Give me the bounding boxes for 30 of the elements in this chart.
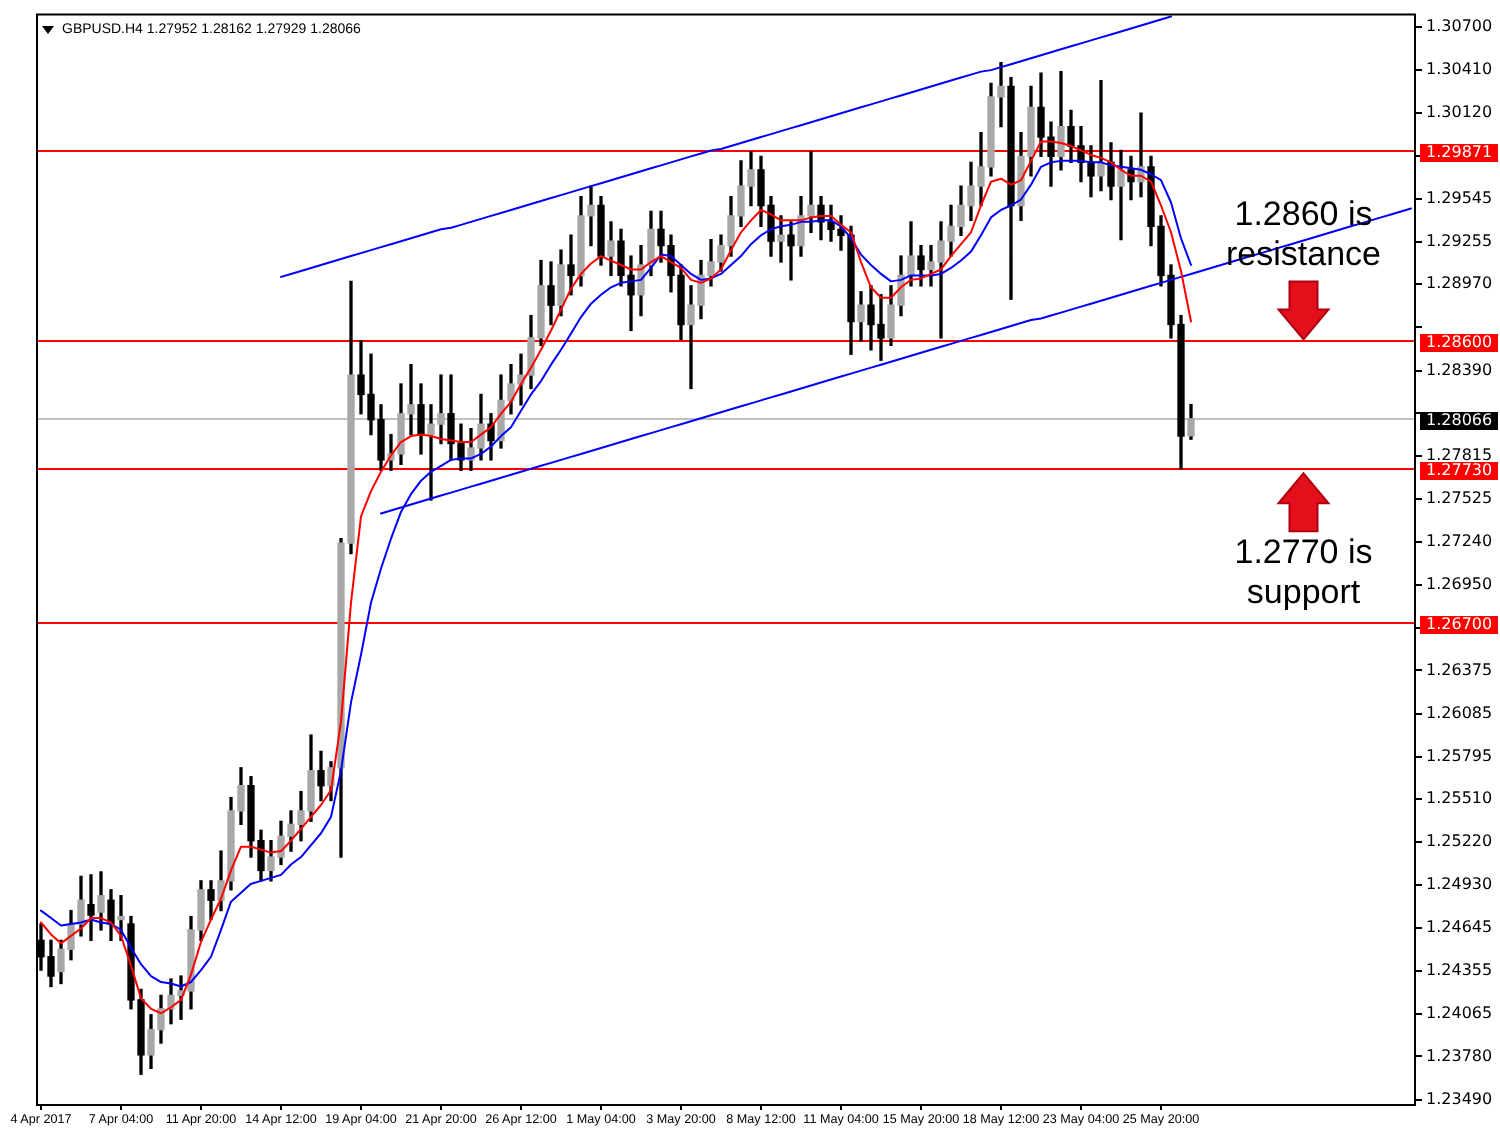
candlestick [787, 221, 795, 281]
y-tick-label: 1.26085 [1426, 703, 1493, 722]
ref-line-label: 1.28066 [1426, 411, 1493, 430]
y-tick-label: 1.26375 [1426, 660, 1493, 679]
y-tick-label: 1.25795 [1426, 746, 1493, 765]
ref-line-label: 1.29871 [1426, 143, 1493, 162]
y-tick-label: 1.27815 [1426, 446, 1493, 465]
annotation: 1.2770 is support [1234, 532, 1373, 611]
y-tick-label: 1.23780 [1426, 1046, 1493, 1065]
y-tick-label: 1.24645 [1426, 917, 1493, 936]
y-tick-label: 1.27240 [1426, 531, 1493, 550]
y-tick-label: 1.24930 [1426, 875, 1493, 894]
candlestick [87, 874, 95, 942]
y-tick-label: 1.28390 [1426, 360, 1493, 379]
y-tick-label: 1.24355 [1426, 961, 1493, 980]
ref-line-label: 1.26700 [1426, 615, 1493, 634]
y-tick-label: 1.23490 [1426, 1089, 1493, 1108]
y-tick-label: 1.29255 [1426, 232, 1493, 251]
y-tick-label: 1.27525 [1426, 489, 1493, 508]
ref-line-label: 1.27730 [1426, 461, 1493, 480]
y-tick-label: 1.28970 [1426, 274, 1493, 293]
ref-line-label: 1.28600 [1426, 333, 1493, 352]
y-tick-label: 1.26950 [1426, 574, 1493, 593]
y-tick-label: 1.30120 [1426, 103, 1493, 122]
y-tick-label: 1.25510 [1426, 789, 1493, 808]
y-tick-label: 1.24065 [1426, 1004, 1493, 1023]
y-tick-label: 1.30700 [1426, 17, 1493, 36]
y-tick-label: 1.25220 [1426, 832, 1493, 851]
y-tick-label: 1.30410 [1426, 60, 1493, 79]
y-tick-label: 1.29545 [1426, 188, 1493, 207]
